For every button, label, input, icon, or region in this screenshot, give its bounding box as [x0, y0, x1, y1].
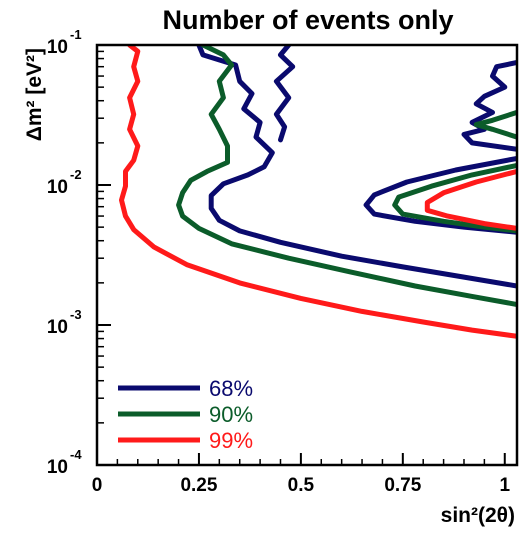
y-tick-label: 10: [47, 317, 68, 338]
x-tick-label: 0: [92, 475, 103, 496]
contour-99-segment-1: [424, 168, 517, 231]
contour-90-segment-2: [392, 162, 517, 234]
plot-frame: [95, 43, 519, 467]
legend: 68%90%99%: [118, 376, 253, 453]
legend-label-90: 90%: [209, 402, 253, 427]
y-tick-label: 10: [47, 177, 68, 198]
y-tick-exponent: -3: [70, 307, 82, 322]
y-tick-label: 10: [47, 457, 68, 478]
y-tick-exponent: -2: [70, 167, 82, 182]
x-tick-label: 0.75: [384, 475, 421, 496]
y-tick-exponent: -4: [70, 447, 82, 462]
legend-label-99: 99%: [209, 428, 253, 453]
x-axis: 0 0.25 0.5 0.75 1: [92, 453, 510, 496]
contour-68-segment-0: [196, 45, 517, 289]
x-tick-label: 0.5: [288, 475, 315, 496]
contour-90-segment-0: [176, 45, 517, 307]
y-tick-exponent: -1: [70, 27, 82, 42]
plot-area: [119, 45, 517, 339]
contour-68-segment-1: [273, 45, 296, 143]
x-tick-label: 1: [499, 475, 510, 496]
contour-68-segment-3: [363, 155, 517, 235]
y-axis-label: Δm² [eV²]: [23, 48, 46, 141]
contour-90-segment-1: [473, 109, 517, 140]
x-tick-label: 0.25: [180, 475, 217, 496]
y-axis: 10-110-210-310-4: [47, 27, 111, 478]
contour-99-segment-0: [119, 45, 517, 339]
legend-label-68: 68%: [209, 376, 253, 401]
x-axis-label: sin²(2θ): [441, 504, 515, 527]
contour-68-segment-2: [461, 60, 517, 152]
y-tick-label: 10: [47, 37, 68, 58]
chart-title: Number of events only: [162, 5, 453, 35]
